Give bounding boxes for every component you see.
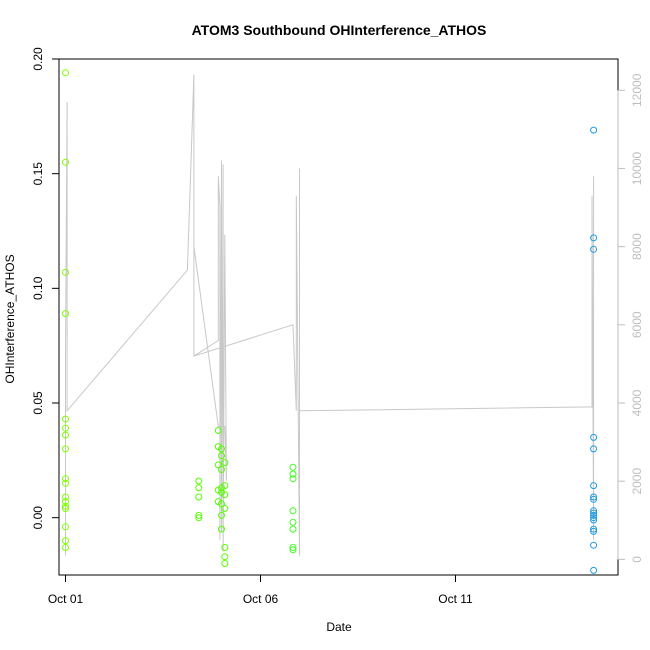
data-point bbox=[289, 546, 297, 554]
data-point bbox=[590, 527, 598, 535]
y-axis-label: OHInterference_ATHOS bbox=[3, 254, 17, 383]
data-point bbox=[590, 234, 598, 242]
data-point bbox=[218, 525, 225, 533]
secondary-series-line bbox=[65, 74, 595, 556]
data-point bbox=[195, 477, 203, 485]
y-tick-label: 0.15 bbox=[31, 162, 45, 186]
data-point bbox=[590, 482, 598, 490]
data-point bbox=[62, 445, 69, 453]
y2-tick-label: 8000 bbox=[630, 233, 644, 260]
y-tick-label: 0.05 bbox=[31, 391, 45, 415]
data-point bbox=[590, 433, 598, 441]
data-point bbox=[221, 505, 229, 512]
data-point bbox=[221, 482, 229, 490]
y-tick-label: 0.00 bbox=[31, 506, 45, 530]
data-point bbox=[590, 126, 598, 134]
data-point bbox=[62, 544, 69, 551]
data-point bbox=[62, 69, 69, 77]
data-point bbox=[590, 495, 598, 503]
x-tick-label: Oct 06 bbox=[243, 592, 279, 606]
data-point bbox=[221, 491, 229, 499]
data-point bbox=[289, 518, 297, 526]
data-point bbox=[62, 479, 69, 487]
y2-tick-label: 4000 bbox=[630, 389, 644, 416]
data-point bbox=[214, 427, 222, 434]
data-point bbox=[590, 514, 598, 522]
data-point bbox=[62, 158, 69, 166]
data-point bbox=[218, 445, 225, 453]
data-point bbox=[590, 507, 598, 515]
data-point bbox=[218, 511, 225, 519]
y2-tick-label: 10000 bbox=[630, 151, 644, 185]
data-point bbox=[590, 509, 598, 517]
data-point bbox=[62, 523, 69, 531]
data-point bbox=[62, 424, 69, 432]
data-point bbox=[62, 502, 69, 510]
data-point bbox=[195, 511, 203, 519]
data-point bbox=[62, 498, 69, 506]
data-point bbox=[590, 511, 598, 519]
data-point bbox=[289, 544, 297, 551]
data-point bbox=[62, 475, 69, 483]
data-point bbox=[218, 466, 225, 473]
y2-tick-label: 12000 bbox=[630, 73, 644, 107]
data-point bbox=[62, 431, 69, 439]
data-point bbox=[221, 544, 229, 551]
data-point bbox=[218, 500, 225, 508]
y2-tick-label: 2000 bbox=[630, 468, 644, 495]
data-point bbox=[195, 493, 203, 501]
data-point bbox=[590, 445, 598, 453]
data-point bbox=[590, 525, 598, 533]
data-point bbox=[195, 514, 203, 522]
data-point bbox=[590, 541, 598, 549]
data-point bbox=[62, 268, 69, 276]
y2-tick-label: 6000 bbox=[630, 311, 644, 338]
data-point bbox=[289, 507, 297, 515]
data-point bbox=[62, 493, 69, 501]
data-point bbox=[62, 537, 69, 545]
data-point bbox=[195, 484, 203, 492]
data-point bbox=[289, 525, 297, 533]
data-point bbox=[221, 553, 229, 561]
x-tick-label: Oct 01 bbox=[48, 592, 84, 606]
y2-tick-label: 0 bbox=[630, 556, 644, 563]
data-point bbox=[590, 516, 598, 524]
data-point bbox=[590, 566, 598, 574]
data-point bbox=[590, 493, 598, 501]
chart-title: ATOM3 Southbound OHInterference_ATHOS bbox=[192, 22, 487, 38]
data-point bbox=[289, 463, 297, 471]
data-point bbox=[218, 452, 225, 460]
data-point bbox=[214, 461, 222, 469]
data-point bbox=[62, 415, 69, 423]
x-axis-label: Date bbox=[326, 620, 352, 634]
data-point bbox=[221, 560, 229, 567]
data-point bbox=[289, 475, 297, 483]
data-point bbox=[590, 245, 598, 253]
x-tick-label: Oct 11 bbox=[438, 592, 473, 606]
y-tick-label: 0.10 bbox=[31, 276, 45, 300]
y-tick-label: 0.20 bbox=[31, 47, 45, 71]
data-point bbox=[62, 310, 69, 318]
data-point bbox=[289, 470, 297, 478]
data-point bbox=[221, 459, 229, 467]
plot-marks: 0.00 0.05 0.10 0.15 0.20 Oct 01 Oct 06 Oct 11 0 2… bbox=[31, 47, 644, 606]
data-point bbox=[62, 505, 69, 512]
